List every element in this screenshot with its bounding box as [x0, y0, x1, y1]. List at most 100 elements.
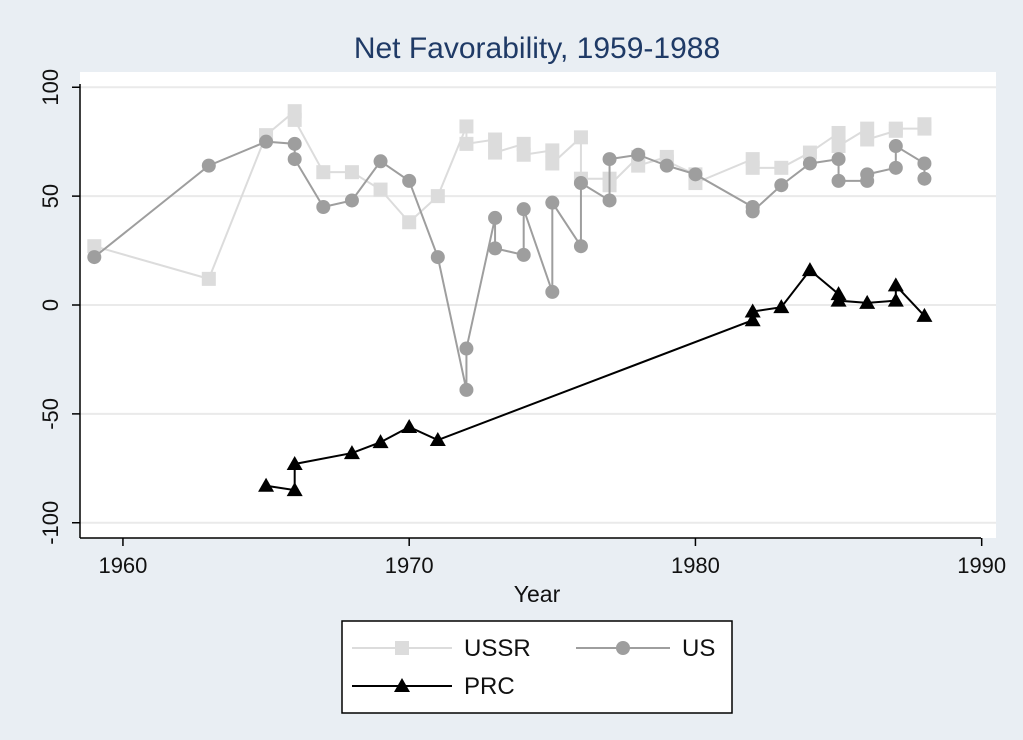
chart-title: Net Favorability, 1959-1988 [354, 32, 720, 65]
data-point-us [430, 250, 445, 265]
data-point-us [573, 176, 588, 191]
data-point-us [516, 202, 531, 217]
data-point-ussr [917, 117, 932, 132]
data-point-ussr [316, 165, 331, 180]
data-point-prc [859, 294, 876, 309]
data-point-prc [773, 299, 790, 314]
data-point-us [917, 156, 932, 171]
axes: 100 50 0 -50 -100 1960 1970 1980 1990 [38, 69, 1006, 578]
data-point-us [860, 167, 875, 182]
data-point-prc [830, 292, 847, 307]
data-point-us [745, 204, 760, 219]
x-tick-label: 1980 [671, 553, 720, 578]
legend-marker-prc [394, 678, 410, 692]
data-point-ussr [860, 132, 875, 147]
data-point-ussr [459, 119, 474, 134]
y-tick-label: 100 [38, 69, 63, 106]
data-point-us [802, 156, 817, 171]
legend-marker-us [616, 641, 630, 655]
data-point-us [545, 195, 560, 210]
data-point-ussr [831, 139, 846, 154]
series-layer [87, 104, 933, 497]
data-point-us [344, 193, 359, 208]
data-point-ussr [402, 215, 417, 230]
data-point-ussr [573, 130, 588, 145]
data-point-ussr [488, 132, 503, 147]
data-point-us [488, 210, 503, 225]
data-point-ussr [831, 125, 846, 140]
data-point-us [373, 154, 388, 169]
data-point-prc [887, 277, 904, 292]
data-point-us [516, 247, 531, 262]
data-point-prc [744, 312, 761, 327]
data-point-us [774, 178, 789, 193]
data-point-prc [343, 445, 360, 460]
data-point-prc [258, 477, 275, 492]
data-point-us [602, 152, 617, 167]
data-point-us [688, 167, 703, 182]
legend-item-prc: PRC [352, 673, 515, 700]
y-tick-label: -50 [38, 398, 63, 430]
data-point-ussr [488, 145, 503, 160]
data-point-prc [887, 292, 904, 307]
x-axis-title: Year [514, 581, 561, 607]
data-point-prc [744, 303, 761, 318]
series-us [87, 134, 932, 397]
data-point-us [402, 173, 417, 188]
x-tick-label: 1960 [98, 553, 147, 578]
data-point-us [488, 241, 503, 256]
legend-item-us: US [576, 635, 715, 662]
data-point-us [201, 158, 216, 173]
data-point-ussr [87, 239, 102, 254]
data-point-us [545, 284, 560, 299]
legend-label: PRC [464, 673, 515, 700]
data-point-us [831, 173, 846, 188]
data-point-prc [286, 455, 303, 470]
data-point-us [259, 134, 274, 149]
data-point-us [316, 200, 331, 215]
data-point-us [287, 136, 302, 151]
data-point-prc [286, 482, 303, 497]
data-point-us [573, 239, 588, 254]
legend-label: US [682, 635, 715, 662]
data-point-us [87, 250, 102, 265]
data-point-us [888, 139, 903, 154]
legend-label: USSR [464, 635, 531, 662]
data-point-ussr [745, 160, 760, 175]
data-point-ussr [459, 136, 474, 151]
data-point-ussr [516, 147, 531, 162]
x-tick-label: 1970 [385, 553, 434, 578]
data-point-ussr [545, 143, 560, 158]
legend-box [341, 620, 733, 714]
data-point-ussr [201, 271, 216, 286]
data-point-prc [429, 432, 446, 447]
legend-item-ussr: USSR [352, 635, 531, 662]
legend-items: USSR US PRC [352, 635, 715, 700]
data-point-ussr [774, 160, 789, 175]
data-point-prc [372, 434, 389, 449]
data-point-ussr [888, 121, 903, 136]
data-point-prc [801, 262, 818, 277]
data-point-us [459, 341, 474, 356]
data-point-prc [401, 418, 418, 433]
data-point-ussr [430, 189, 445, 204]
data-point-us [287, 152, 302, 167]
data-point-us [659, 158, 674, 173]
data-point-ussr [344, 165, 359, 180]
data-point-us [631, 147, 646, 162]
x-tick-label: 1990 [957, 553, 1006, 578]
data-point-ussr [631, 158, 646, 173]
data-point-ussr [373, 182, 388, 197]
y-tick-label: 0 [38, 299, 63, 311]
legend-marker-ussr [395, 641, 409, 655]
data-point-ussr [860, 121, 875, 136]
y-tick-label: -100 [38, 501, 63, 545]
data-point-us [602, 193, 617, 208]
data-point-ussr [545, 156, 560, 171]
series-prc [258, 262, 933, 497]
data-point-us [459, 382, 474, 397]
data-point-us [888, 160, 903, 175]
y-tick-label: 50 [38, 184, 63, 208]
data-point-ussr [802, 145, 817, 160]
